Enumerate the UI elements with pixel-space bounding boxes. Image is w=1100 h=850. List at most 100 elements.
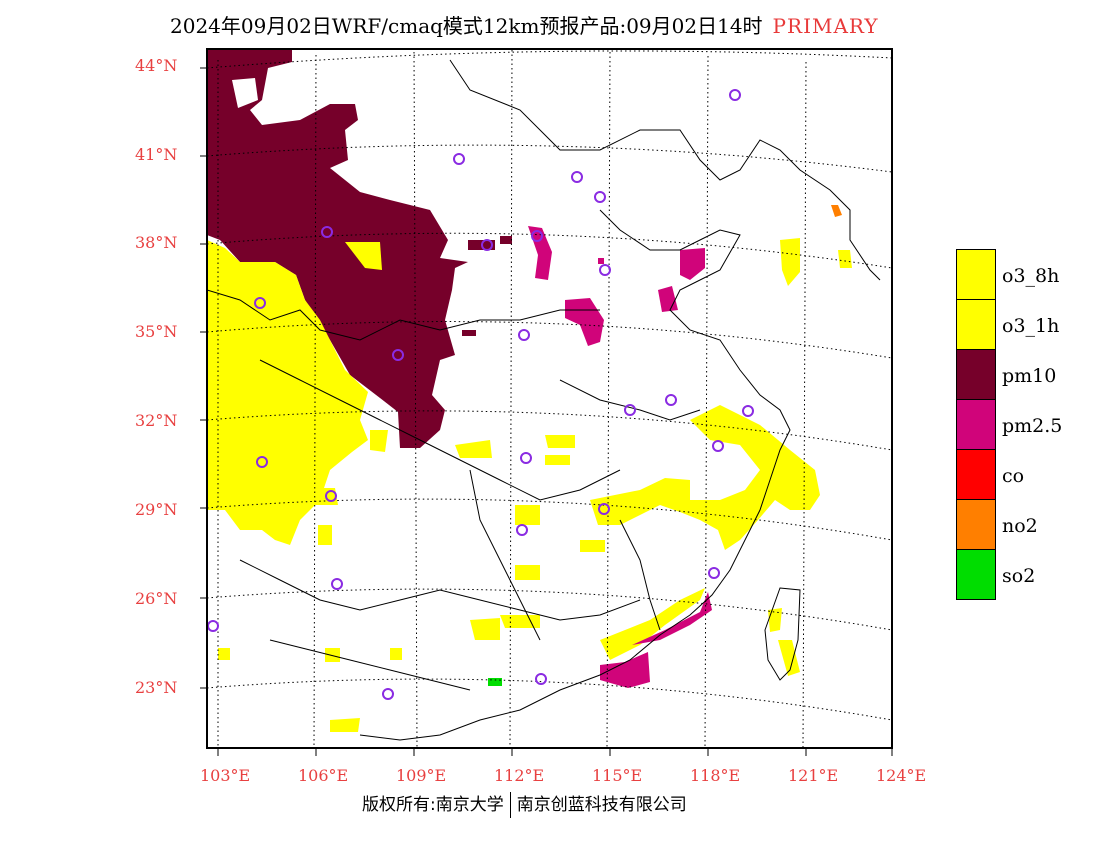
station-marker	[531, 230, 543, 242]
station-marker	[382, 688, 394, 700]
legend-swatch-so2	[956, 549, 996, 600]
station-marker	[207, 620, 219, 632]
station-marker	[453, 153, 465, 165]
o3-patch	[515, 565, 540, 580]
o3-patch	[545, 435, 575, 448]
station-marker	[712, 440, 724, 452]
copyright-footer: 版权所有:南京大学 南京创蓝科技有限公司	[362, 790, 687, 818]
station-marker	[535, 673, 547, 685]
copyright-right: 南京创蓝科技有限公司	[516, 795, 687, 815]
o3-patch	[838, 250, 852, 268]
map-frame	[206, 48, 893, 749]
pm10-patch	[500, 236, 512, 244]
lat-label: 26°N	[135, 589, 178, 608]
lat-label: 44°N	[135, 56, 178, 75]
pm25-region	[680, 248, 705, 280]
primary-tag: PRIMARY	[772, 14, 879, 38]
pm25-region	[565, 298, 604, 346]
o3-east-band	[590, 405, 820, 550]
lon-label: 121°E	[788, 766, 839, 785]
o3-patch	[218, 648, 230, 660]
legend-label: no2	[1002, 515, 1038, 537]
map-content	[207, 49, 892, 748]
map-title: 2024年09月02日WRF/cmaq模式12km预报产品:09月02日14时 P…	[170, 10, 879, 39]
legend-swatch-o3-1h	[956, 299, 996, 349]
o3-patch	[778, 640, 800, 676]
o3-patch	[780, 238, 800, 286]
title-text: 2024年09月02日WRF/cmaq模式12km预报产品:09月02日14时	[170, 14, 763, 38]
o3-patch	[455, 440, 492, 458]
station-marker	[331, 578, 343, 590]
pm25-region	[658, 286, 678, 312]
lon-label: 124°E	[876, 766, 927, 785]
lon-label: 115°E	[592, 766, 643, 785]
station-marker	[516, 524, 528, 536]
legend-label: pm10	[1002, 365, 1057, 387]
o3-patch	[580, 540, 605, 552]
pm25-region	[632, 592, 712, 645]
pm25-patch	[598, 258, 604, 264]
o3-patch	[330, 718, 360, 732]
graticule	[207, 49, 892, 748]
lon-label: 103°E	[200, 766, 251, 785]
lon-label: 118°E	[690, 766, 741, 785]
station-marker	[729, 89, 741, 101]
boundaries	[207, 59, 881, 741]
station-markers	[207, 89, 754, 700]
legend-swatch-co	[956, 449, 996, 499]
legend-swatch-pm10	[956, 349, 996, 399]
legend-label: o3_8h	[1002, 265, 1060, 287]
station-marker	[599, 264, 611, 276]
lat-label: 35°N	[135, 322, 178, 341]
lat-label: 38°N	[135, 233, 178, 252]
legend-swatch-no2	[956, 499, 996, 549]
o3-west-region	[207, 240, 368, 545]
station-marker	[708, 567, 720, 579]
so2-patch	[488, 678, 502, 686]
o3-patch	[545, 455, 570, 465]
station-marker	[518, 329, 530, 341]
legend-swatch-o3-8h	[956, 249, 996, 299]
station-marker	[665, 394, 677, 406]
o3-patch	[390, 648, 402, 660]
no2-patch	[831, 205, 842, 217]
station-marker	[520, 452, 532, 464]
lon-label: 109°E	[396, 766, 447, 785]
lon-label: 112°E	[494, 766, 545, 785]
station-marker	[321, 226, 333, 238]
o3-patch	[600, 588, 705, 660]
legend	[956, 249, 996, 600]
pm10-region	[207, 49, 468, 448]
lon-label: 106°E	[298, 766, 349, 785]
o3-patch	[325, 648, 340, 662]
legend-label: pm2.5	[1002, 415, 1063, 437]
lat-label: 23°N	[135, 678, 178, 697]
copyright-left: 版权所有:南京大学	[362, 795, 504, 815]
lat-label: 29°N	[135, 500, 178, 519]
station-marker	[571, 171, 583, 183]
o3-patch	[370, 430, 388, 452]
legend-label: co	[1002, 465, 1025, 487]
o3-patch	[318, 525, 332, 545]
legend-swatch-pm25	[956, 399, 996, 449]
station-marker	[254, 297, 266, 309]
lat-label: 32°N	[135, 411, 178, 430]
station-marker	[325, 490, 337, 502]
station-marker	[594, 191, 606, 203]
legend-label: o3_1h	[1002, 315, 1060, 337]
station-marker	[481, 239, 493, 251]
o3-patch	[470, 618, 500, 640]
o3-patch	[768, 608, 782, 632]
lat-label: 41°N	[135, 145, 178, 164]
station-marker	[624, 404, 636, 416]
pm10-patch	[462, 330, 476, 336]
station-marker	[742, 405, 754, 417]
footer-divider	[509, 792, 511, 818]
o3-patch	[515, 505, 540, 525]
station-marker	[598, 503, 610, 515]
o3-patch	[500, 615, 540, 628]
station-marker	[392, 349, 404, 361]
pm25-region	[600, 652, 650, 688]
o3-patch	[345, 242, 382, 270]
